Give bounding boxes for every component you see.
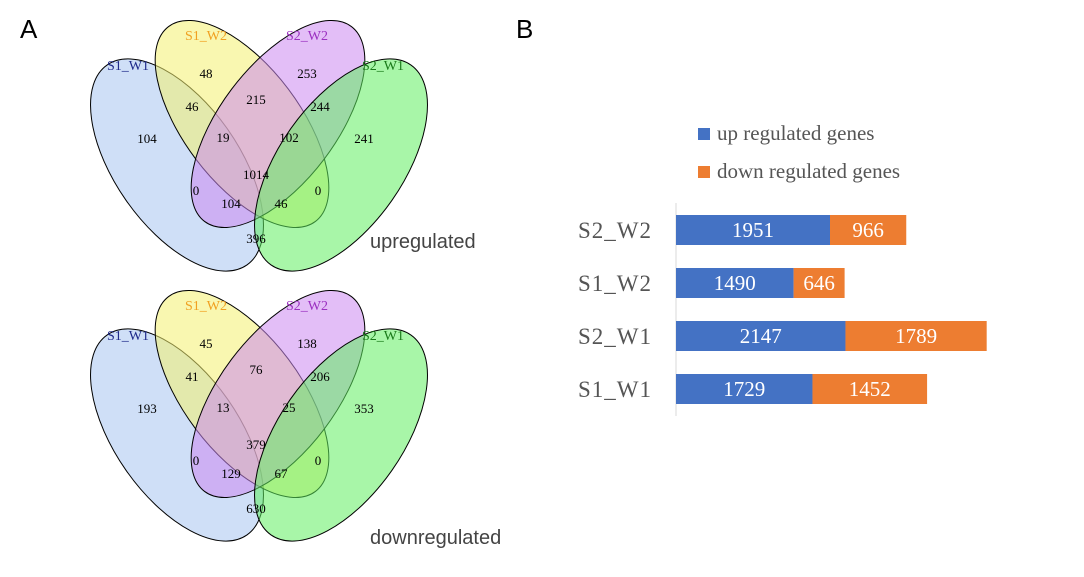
venn-upregulated: S1_W1 S1_W2 S2_W2 S2_W1 104 48 253 241 46 215 244 1…: [90, 20, 476, 272]
venn-region-s1-w1--s2-w1: 630: [246, 501, 266, 516]
bar-label-up-s1-w2: 1490: [714, 271, 756, 295]
venn-region-s1-w1--s1-w2--s2-w1: 67: [275, 466, 289, 481]
venn-region-s1-w1--s1-w2: 46: [186, 99, 200, 114]
bar-label-down-s2-w2: 966: [852, 218, 884, 242]
venn-title: downregulated: [370, 527, 501, 549]
category-label-s1-w2: S1_W2: [578, 271, 652, 296]
venn-region-s1-w1--s2-w2--s2-w1: 104: [221, 196, 241, 211]
venn-region-s1-w1--s2-w2: 0: [193, 453, 200, 468]
venn-region-s1-w2--s2-w2--s2-w1: 102: [279, 130, 299, 145]
bar-down-s1-w1: [812, 374, 928, 404]
bar-up-s2-w1: [676, 321, 846, 351]
venn-region-s1-w1--s2-w2: 0: [193, 183, 200, 198]
venn-ellipse-s2-w1: [254, 58, 428, 272]
venn-set-label-s1-w2: S1_W2: [185, 299, 227, 314]
venn-region-s1-w2--s2-w2: 76: [250, 362, 264, 377]
venn-region-only-s2-w2: 138: [297, 336, 317, 351]
venn-set-label-s2-w1: S2_W1: [362, 329, 404, 344]
venn-downregulated: S1_W1 S1_W2 S2_W2 S2_W1 193 45 138 353 41 76 206 13…: [90, 290, 501, 549]
venn-region-only-s1-w1: 104: [137, 131, 157, 146]
venn-set-label-s1-w1: S1_W1: [107, 59, 149, 74]
bar-down-s2-w1: [845, 321, 987, 351]
venn-set-label-s2-w2: S2_W2: [286, 29, 328, 44]
legend-swatch-1: [698, 166, 710, 178]
venn-region-only-s2-w2: 253: [297, 66, 317, 81]
venn-region-s1-w1--s1-w2: 41: [186, 369, 199, 384]
legend-label-1: down regulated genes: [717, 159, 900, 183]
venn-region-s2-w2--s2-w1: 206: [310, 369, 330, 384]
venn-set-label-s1-w2: S1_W2: [185, 29, 227, 44]
category-label-s2-w2: S2_W2: [578, 218, 652, 243]
panel-letter-a: A: [20, 14, 38, 44]
venn-region-s1-w2--s2-w2: 215: [246, 92, 266, 107]
bar-up-s1-w2: [676, 268, 794, 298]
venn-region-only-s1-w2: 45: [200, 336, 213, 351]
bar-down-s2-w2: [830, 215, 907, 245]
venn-region-s1-w1--s1-w2--s2-w2: 19: [217, 130, 230, 145]
venn-region-s1-w2--s2-w1: 0: [315, 183, 322, 198]
bar-label-down-s1-w1: 1452: [849, 377, 891, 401]
panel-letter-b: B: [516, 14, 534, 44]
bar-label-up-s2-w1: 2147: [740, 324, 782, 348]
venn-region-all: 1014: [243, 167, 270, 182]
bar-chart: up regulated genes down regulated genes S2…: [578, 121, 987, 416]
category-label-s2-w1: S2_W1: [578, 324, 652, 349]
venn-set-label-s2-w2: S2_W2: [286, 299, 328, 314]
venn-region-only-s1-w1: 193: [137, 401, 157, 416]
venn-region-s1-w1--s1-w2--s2-w2: 13: [217, 400, 230, 415]
venn-region-s1-w2--s2-w2--s2-w1: 25: [283, 400, 296, 415]
venn-region-s1-w1--s2-w2--s2-w1: 129: [221, 466, 241, 481]
venn-set-label-s2-w1: S2_W1: [362, 59, 404, 74]
bar-up-s1-w1: [676, 374, 813, 404]
category-label-s1-w1: S1_W1: [578, 377, 652, 402]
venn-region-s2-w2--s2-w1: 244: [310, 99, 330, 114]
venn-region-s1-w2--s2-w1: 0: [315, 453, 322, 468]
venn-region-all: 379: [246, 437, 266, 452]
venn-set-label-s1-w1: S1_W1: [107, 329, 149, 344]
legend-label-0: up regulated genes: [717, 121, 874, 145]
bar-down-s1-w2: [793, 268, 845, 298]
bar-label-up-s1-w1: 1729: [723, 377, 765, 401]
venn-region-only-s2-w1: 241: [354, 131, 374, 146]
bar-up-s2-w2: [676, 215, 830, 245]
legend-swatch-0: [698, 128, 710, 140]
venn-region-s1-w1--s2-w1: 396: [246, 231, 266, 246]
venn-region-s1-w1--s1-w2--s2-w1: 46: [275, 196, 289, 211]
venn-ellipse-s2-w1: [254, 328, 428, 542]
venn-title: upregulated: [370, 231, 476, 253]
bar-label-down-s2-w1: 1789: [895, 324, 937, 348]
bar-label-down-s1-w2: 646: [803, 271, 835, 295]
bar-label-up-s2-w2: 1951: [732, 218, 774, 242]
venn-region-only-s1-w2: 48: [200, 66, 213, 81]
venn-region-only-s2-w1: 353: [354, 401, 374, 416]
